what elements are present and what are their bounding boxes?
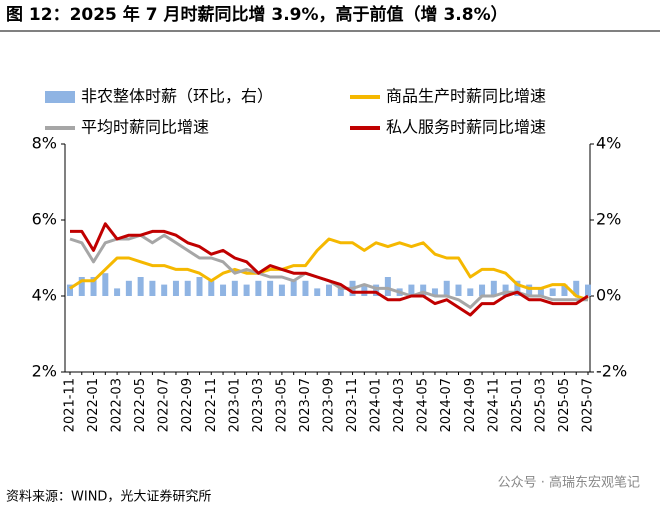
bar: [549, 288, 556, 296]
bar: [78, 277, 85, 296]
bar: [255, 280, 262, 296]
y2-tick-label: 4%: [596, 134, 621, 153]
bar: [290, 280, 297, 296]
bar: [585, 284, 591, 296]
bar: [408, 284, 415, 296]
x-tick-label: 2024-11: [486, 378, 501, 432]
x-tick-label: 2025-01: [510, 378, 525, 432]
bar: [161, 284, 168, 296]
bar: [490, 280, 497, 296]
x-tick-label: 2023-07: [298, 378, 313, 432]
x-tick-label: 2025-03: [533, 378, 548, 432]
x-tick-label: 2021-11: [63, 378, 78, 432]
bar: [125, 280, 132, 296]
x-tick-label: 2024-01: [369, 378, 384, 432]
legend-label: 商品生产时薪同比增速: [386, 87, 546, 106]
bar: [114, 288, 121, 296]
line: [69, 237, 589, 302]
x-tick-label: 2024-03: [392, 378, 407, 432]
bar: [267, 280, 274, 296]
legend-label: 非农整体时薪（环比，右）: [81, 87, 273, 106]
bar: [196, 277, 203, 296]
bar: [573, 280, 580, 296]
x-tick-label: 2022-11: [204, 378, 219, 432]
legend-swatch: [45, 91, 75, 103]
bar: [184, 280, 191, 296]
legend-label: 私人服务时薪同比增速: [386, 118, 546, 137]
y2-tick-label: -2%: [596, 362, 627, 381]
y2-tick-label: 2%: [596, 210, 621, 229]
x-tick-label: 2023-01: [227, 378, 242, 432]
y-tick-label: 4%: [32, 286, 57, 305]
x-tick-label: 2022-01: [86, 378, 101, 432]
y-tick-label: 6%: [32, 210, 57, 229]
bar: [137, 277, 144, 296]
x-tick-label: 2023-05: [274, 378, 289, 432]
x-tick-label: 2025-07: [581, 378, 596, 432]
bar: [208, 280, 215, 296]
bar: [384, 277, 391, 296]
x-tick-label: 2024-07: [439, 378, 454, 432]
bar: [220, 284, 227, 296]
source: 资料来源：WIND，光大证券研究所: [6, 489, 211, 505]
bar: [537, 288, 544, 296]
bar: [479, 284, 486, 296]
x-tick-label: 2024-09: [463, 378, 478, 432]
bar: [361, 284, 368, 296]
legend-label: 平均时薪同比增速: [81, 118, 209, 137]
x-tick-label: 2022-07: [157, 378, 172, 432]
line: [70, 222, 589, 317]
y2-tick-label: 0%: [596, 286, 621, 305]
x-tick-label: 2023-09: [322, 378, 337, 432]
bar: [443, 280, 450, 296]
bar: [514, 280, 521, 296]
x-tick-label: 2022-05: [133, 378, 148, 432]
bar: [526, 284, 533, 296]
bar: [502, 284, 509, 296]
x-tick-label: 2022-09: [180, 378, 195, 432]
x-tick-label: 2023-03: [251, 378, 266, 432]
watermark: 公众号 · 高瑞东宏观笔记: [498, 475, 640, 491]
bar: [337, 288, 344, 296]
y-tick-label: 8%: [32, 134, 57, 153]
x-tick-label: 2023-11: [345, 378, 360, 432]
bar: [373, 284, 380, 296]
bar: [467, 288, 474, 296]
line: [69, 233, 588, 309]
bar: [314, 288, 321, 296]
bar: [102, 273, 109, 296]
x-tick-label: 2024-05: [416, 378, 431, 432]
bar: [231, 280, 238, 296]
bar: [326, 284, 332, 296]
y-tick-label: 2%: [32, 362, 57, 381]
bar: [302, 280, 309, 296]
bar: [278, 284, 285, 296]
bar: [243, 284, 250, 296]
x-tick-label: 2022-03: [110, 378, 125, 432]
chart-title: 图 12：2025 年 7 月时薪同比增 3.9%，高于前值（增 3.8%）: [6, 4, 508, 25]
bar: [67, 284, 73, 296]
bar: [431, 288, 438, 296]
x-tick-label: 2025-05: [557, 378, 572, 432]
bar: [455, 284, 462, 296]
bar: [149, 280, 156, 296]
bar: [172, 280, 179, 296]
bar: [90, 277, 97, 296]
bar: [420, 284, 427, 296]
bar: [561, 284, 568, 296]
